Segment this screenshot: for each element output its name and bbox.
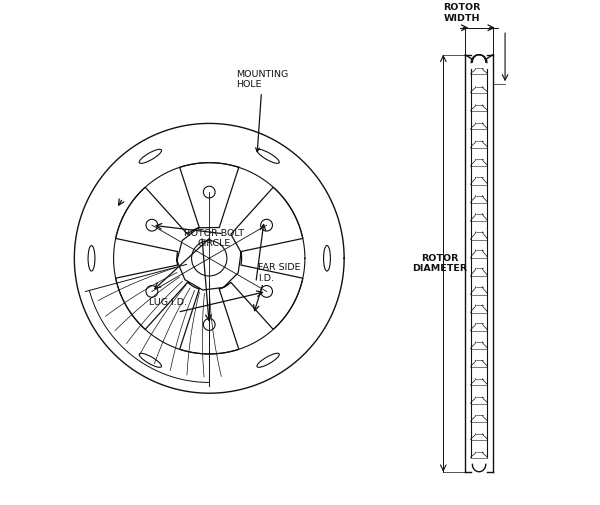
Text: FAR SIDE
I.D.: FAR SIDE I.D. xyxy=(258,263,301,283)
Text: ROTOR
WIDTH: ROTOR WIDTH xyxy=(443,4,481,23)
Text: ROTOR BOLT
CIRCLE: ROTOR BOLT CIRCLE xyxy=(184,229,244,248)
Text: ROTOR
DIAMETER: ROTOR DIAMETER xyxy=(412,254,467,273)
Text: LUG I.D.: LUG I.D. xyxy=(149,298,187,307)
Text: MOUNTING
HOLE: MOUNTING HOLE xyxy=(236,70,289,152)
